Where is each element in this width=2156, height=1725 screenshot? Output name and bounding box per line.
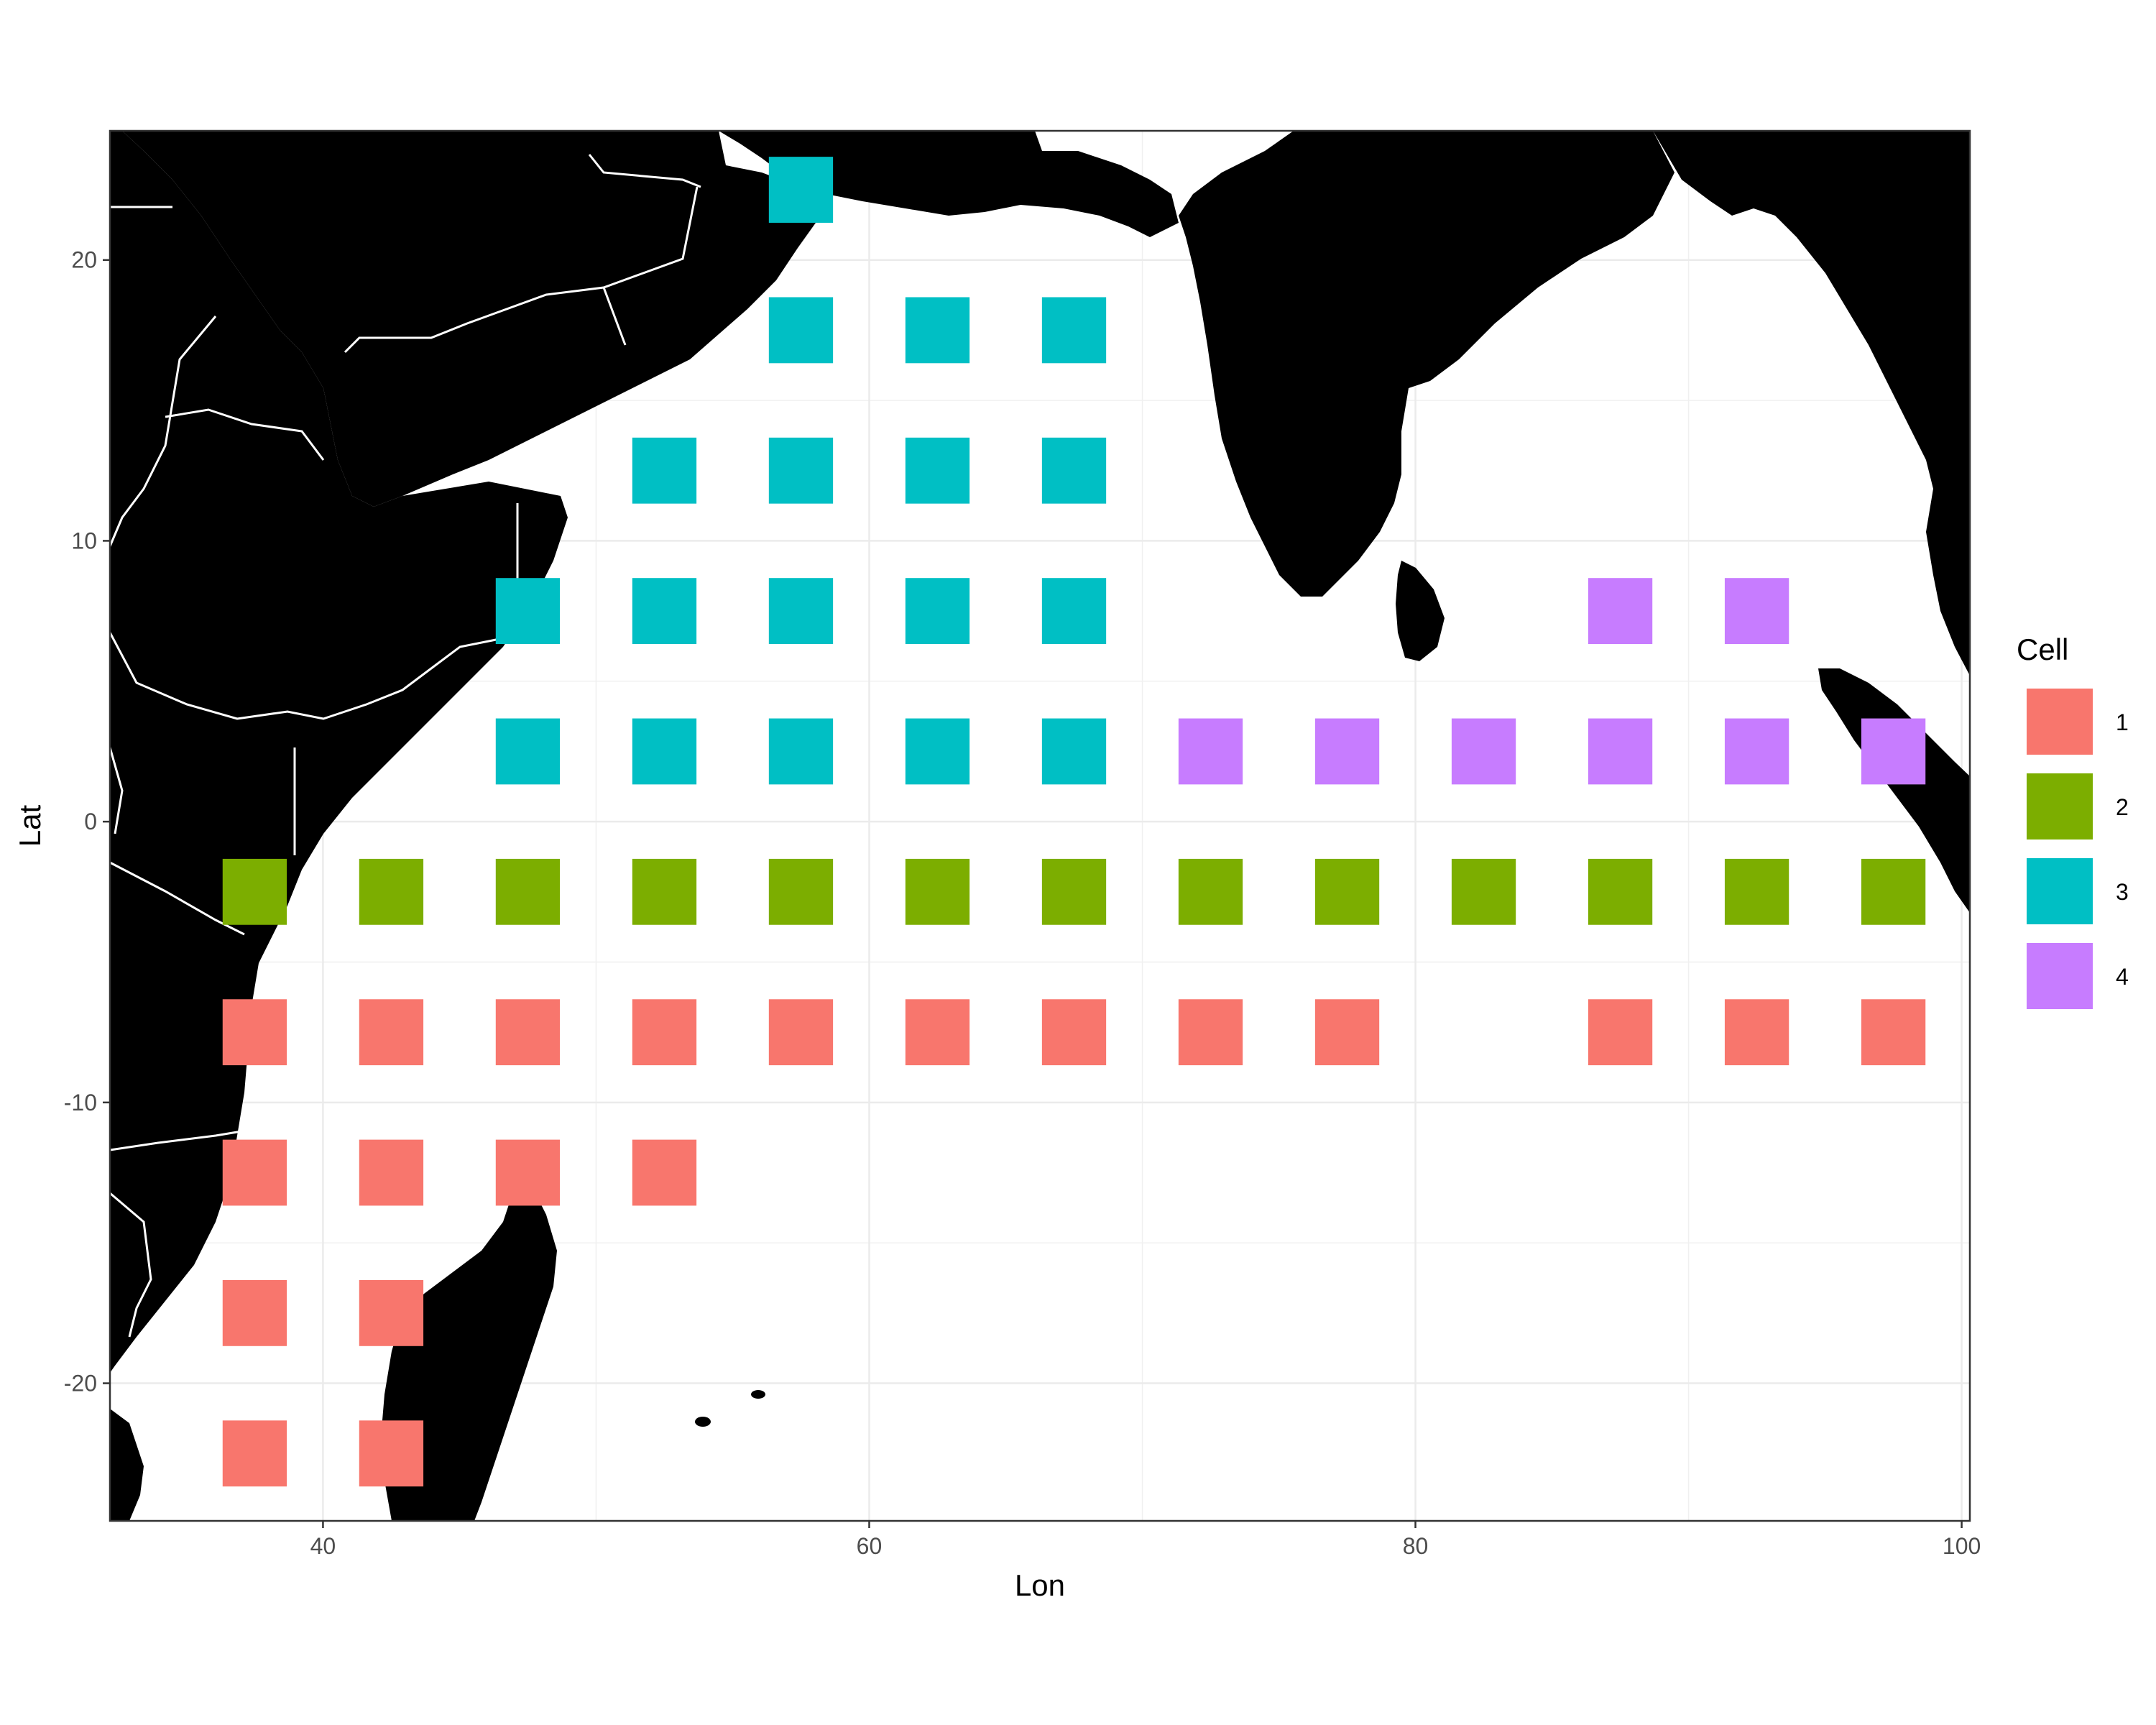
land-reunion	[695, 1417, 711, 1427]
legend-items: 1 2 3 4	[2027, 689, 2129, 1009]
cell-tile-3	[1041, 297, 1107, 364]
cell-tile-4	[1588, 718, 1653, 785]
cell-tile-1	[1588, 999, 1653, 1066]
legend-label-3: 3	[2116, 879, 2129, 905]
legend-key-3	[2027, 858, 2093, 924]
cell-tile-2	[359, 858, 424, 925]
legend: Cell 1 2 3 4	[2017, 632, 2129, 1009]
land-india	[1179, 131, 1674, 597]
cell-tile-2	[495, 858, 561, 925]
cell-tile-3	[768, 578, 834, 645]
cell-tile-3	[768, 437, 834, 504]
land-madagascar	[381, 1179, 557, 1521]
panel-border	[109, 129, 1971, 1522]
cell-tile-2	[1178, 858, 1243, 925]
cell-tile-1	[222, 1420, 287, 1487]
legend-key-4	[2027, 943, 2093, 1009]
cell-tile-1	[359, 1279, 424, 1346]
x-axis: 40 60 80 100	[310, 1521, 1981, 1559]
cell-tile-1	[1178, 999, 1243, 1066]
cell-tile-4	[1861, 718, 1926, 785]
cell-tile-3	[905, 578, 970, 645]
cell-tile-1	[1314, 999, 1380, 1066]
land-south-africa	[110, 1409, 144, 1521]
cell-tile-2	[768, 858, 834, 925]
x-tick-label: 100	[1943, 1533, 1981, 1559]
cell-tile-4	[1178, 718, 1243, 785]
cell-tile-3	[905, 718, 970, 785]
cell-tile-2	[905, 858, 970, 925]
cell-tile-1	[359, 1139, 424, 1206]
y-tick-label: 0	[84, 809, 97, 834]
y-axis: 20 10 0 -10 -20	[64, 247, 110, 1397]
cell-tiles	[222, 157, 1926, 1487]
cell-tile-2	[1588, 858, 1653, 925]
cell-tile-3	[768, 157, 834, 223]
land-sumatra	[1818, 668, 1970, 913]
cell-tile-3	[905, 437, 970, 504]
cell-tile-1	[1724, 999, 1789, 1066]
land-mauritius	[751, 1390, 765, 1399]
cell-tile-1	[359, 999, 424, 1066]
cell-tile-2	[222, 858, 287, 925]
cell-tile-2	[632, 858, 697, 925]
cell-tile-1	[495, 999, 561, 1066]
cell-tile-2	[1861, 858, 1926, 925]
cell-tile-2	[1314, 858, 1380, 925]
cell-tile-3	[768, 718, 834, 785]
y-tick-label: -20	[64, 1371, 97, 1397]
x-tick-label: 80	[1403, 1533, 1429, 1559]
land-arabia	[122, 131, 823, 507]
cell-tile-3	[1041, 437, 1107, 504]
x-axis-title: Lon	[1015, 1568, 1065, 1602]
y-tick-label: 20	[71, 247, 97, 273]
cell-tile-4	[1314, 718, 1380, 785]
land-sri-lanka	[1396, 561, 1445, 661]
cell-tile-2	[1451, 858, 1516, 925]
cell-tile-1	[359, 1420, 424, 1487]
y-tick-label: 10	[71, 528, 97, 553]
cell-tile-4	[1588, 578, 1653, 645]
cell-tile-1	[222, 1139, 287, 1206]
land-myanmar	[1653, 131, 1970, 676]
cell-tile-3	[905, 297, 970, 364]
cell-tile-3	[495, 578, 561, 645]
cell-tile-1	[495, 1139, 561, 1206]
cell-tile-4	[1724, 578, 1789, 645]
cell-tile-3	[1041, 578, 1107, 645]
cell-tile-1	[222, 999, 287, 1066]
cell-tile-1	[222, 1279, 287, 1346]
cell-tile-4	[1451, 718, 1516, 785]
legend-title: Cell	[2017, 632, 2068, 666]
x-tick-label: 60	[857, 1533, 883, 1559]
legend-label-4: 4	[2116, 964, 2129, 990]
x-tick-label: 40	[310, 1533, 336, 1559]
legend-key-2	[2027, 773, 2093, 840]
y-axis-title: Lat	[13, 804, 47, 847]
cell-tile-4	[1724, 718, 1789, 785]
legend-label-1: 1	[2116, 709, 2129, 735]
y-tick-label: -10	[64, 1090, 97, 1116]
legend-key-1	[2027, 689, 2093, 755]
cell-tile-3	[495, 718, 561, 785]
cell-tile-3	[768, 297, 834, 364]
cell-tile-3	[632, 578, 697, 645]
cell-tile-1	[1861, 999, 1926, 1066]
legend-label-2: 2	[2116, 794, 2129, 820]
cell-tile-1	[905, 999, 970, 1066]
country-borders	[110, 154, 701, 1338]
cell-tile-3	[1041, 718, 1107, 785]
cell-tile-1	[768, 999, 834, 1066]
cell-tile-2	[1724, 858, 1789, 925]
cell-tile-1	[1041, 999, 1107, 1066]
cell-tile-1	[632, 999, 697, 1066]
cell-tile-2	[1041, 858, 1107, 925]
plot-panel	[109, 129, 1971, 1522]
land-persia	[719, 131, 1179, 237]
cell-tile-1	[632, 1139, 697, 1206]
cell-tile-3	[632, 437, 697, 504]
cell-tile-3	[632, 718, 697, 785]
